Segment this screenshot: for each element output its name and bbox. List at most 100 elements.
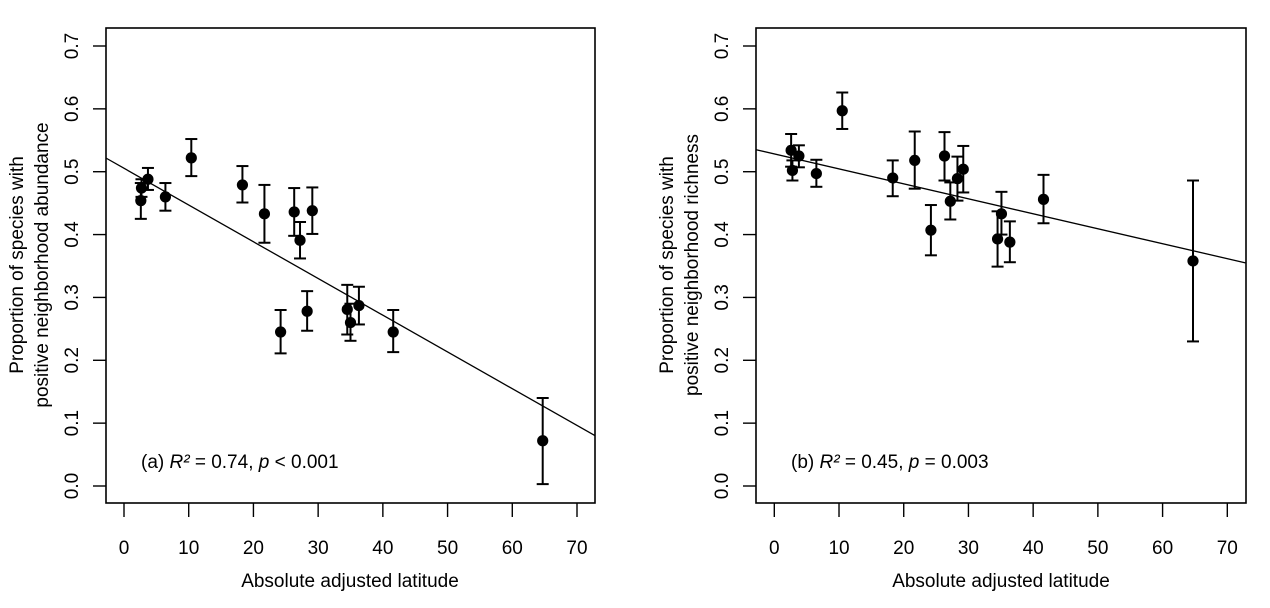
x-tick-label: 70	[1217, 538, 1238, 559]
x-tick-label: 10	[178, 538, 199, 559]
y-tick-label: 0.2	[62, 347, 83, 373]
x-tick-label: 40	[1023, 538, 1044, 559]
r-squared-symbol: R²	[820, 452, 841, 473]
y-tick-label: 0.3	[62, 284, 83, 310]
data-point	[159, 191, 172, 203]
y-tick-label: 0.0	[712, 473, 733, 499]
data-point	[1004, 236, 1016, 248]
data-point-group	[991, 210, 1004, 268]
data-point	[344, 316, 357, 329]
data-point	[236, 179, 249, 191]
p-value: = 0.003	[919, 452, 988, 473]
plot-frame	[105, 27, 596, 504]
panel-letter: (b)	[791, 452, 820, 473]
x-tick-label: 20	[243, 538, 264, 559]
data-point-group	[810, 158, 823, 188]
data-point-group	[536, 397, 549, 486]
x-tick-label: 40	[372, 538, 393, 559]
y-tick-label: 0.4	[712, 221, 733, 248]
r-squared-value: = 0.45,	[840, 452, 909, 473]
y-tick-label: 0.2	[712, 347, 733, 373]
data-point-group	[836, 91, 849, 130]
data-point	[537, 435, 549, 447]
x-tick-label: 50	[1087, 538, 1108, 559]
data-point	[995, 208, 1008, 220]
data-point-group	[908, 130, 921, 190]
x-tick-label: 0	[119, 538, 130, 559]
data-point	[353, 300, 365, 312]
stats-annotation: (a) R² = 0.74, p < 0.001	[141, 452, 339, 473]
data-point-group	[924, 204, 937, 257]
data-point-group	[301, 290, 314, 332]
data-point-group	[258, 183, 271, 244]
regression-line	[106, 157, 595, 437]
x-axis-title: Absolute adjusted latitude	[892, 571, 1110, 592]
y-axis-title-line2: positive neighborhood richness	[682, 134, 703, 396]
data-point	[951, 173, 964, 185]
data-point-group	[306, 186, 319, 235]
data-point-group	[944, 181, 957, 221]
y-tick-label: 0.5	[712, 159, 733, 185]
data-point-group	[938, 131, 951, 182]
data-point	[288, 206, 300, 218]
data-point-group	[792, 144, 805, 169]
data-point-group	[951, 155, 964, 202]
data-point	[387, 326, 399, 338]
panel-a-abundance: Absolute adjusted latitude Proportion of…	[7, 27, 596, 592]
data-point	[957, 163, 969, 175]
x-tick-label: 20	[893, 538, 914, 559]
data-point-group	[387, 309, 400, 354]
data-point	[185, 152, 197, 164]
y-tick-label: 0.5	[62, 159, 83, 185]
x-tick-label: 10	[828, 538, 849, 559]
data-point-group	[785, 133, 798, 168]
y-axis-title-line1: Proportion of species with	[657, 156, 678, 374]
data-point	[294, 234, 306, 246]
p-value: < 0.001	[269, 452, 338, 473]
x-tick-label: 60	[502, 538, 523, 559]
panel-letter: (a)	[141, 452, 170, 473]
data-point	[142, 173, 154, 185]
data-point	[938, 150, 951, 162]
data-point	[306, 205, 318, 217]
y-axis-title-line2: positive neighborhood abundance	[32, 122, 53, 407]
data-point-group	[1187, 179, 1200, 343]
y-tick-label: 0.6	[62, 96, 83, 122]
y-tick-label: 0.1	[62, 410, 83, 436]
data-point-group	[294, 221, 307, 260]
data-point-group	[159, 182, 172, 212]
data-point	[1037, 193, 1050, 205]
data-point	[991, 233, 1004, 245]
data-point	[810, 168, 822, 180]
data-point	[275, 326, 287, 338]
data-point-group	[886, 159, 899, 198]
data-point-group	[786, 159, 799, 182]
data-point	[944, 195, 956, 207]
data-point	[793, 150, 805, 162]
data-point	[909, 154, 921, 166]
data-point-group	[995, 190, 1008, 236]
r-squared-value: = 0.74,	[190, 452, 259, 473]
p-symbol: p	[258, 452, 270, 473]
plot-frame	[755, 27, 1247, 504]
y-tick-label: 0.6	[712, 96, 733, 122]
data-point	[301, 305, 313, 317]
y-tick-label: 0.3	[712, 284, 733, 310]
y-tick-label: 0.1	[712, 410, 733, 436]
x-axis-title: Absolute adjusted latitude	[241, 571, 459, 592]
data-point	[925, 224, 937, 236]
data-point	[887, 172, 899, 184]
data-point-group	[185, 138, 198, 178]
data-point-group	[236, 165, 249, 204]
x-tick-label: 70	[566, 538, 587, 559]
panel-b-richness: Absolute adjusted latitude Proportion of…	[657, 27, 1247, 592]
x-tick-label: 30	[958, 538, 979, 559]
data-point-group	[352, 285, 365, 326]
x-tick-label: 60	[1152, 538, 1173, 559]
y-tick-label: 0.0	[62, 473, 83, 499]
y-tick-label: 0.7	[712, 33, 733, 59]
x-tick-label: 50	[437, 538, 458, 559]
data-point-group	[288, 187, 301, 237]
y-tick-label: 0.4	[62, 221, 83, 248]
